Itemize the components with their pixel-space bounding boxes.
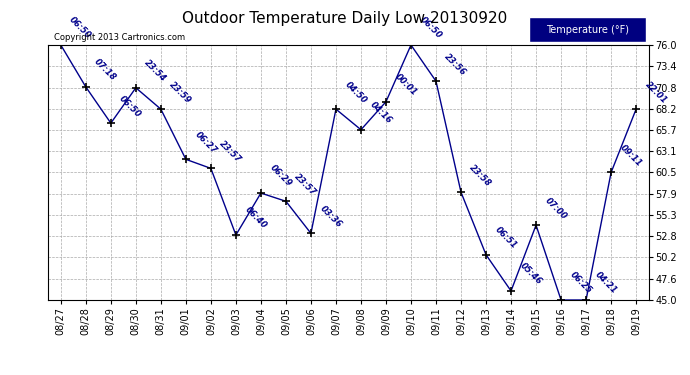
- Text: 23:57: 23:57: [218, 139, 243, 164]
- Text: 05:46: 05:46: [518, 261, 543, 287]
- Text: Copyright 2013 Cartronics.com: Copyright 2013 Cartronics.com: [55, 33, 186, 42]
- Text: 09:11: 09:11: [618, 143, 643, 168]
- Text: 23:59: 23:59: [168, 80, 193, 105]
- Text: 22:01: 22:01: [643, 80, 669, 105]
- Text: 04:16: 04:16: [368, 100, 393, 126]
- Bar: [529, 17, 646, 42]
- Text: Temperature (°F): Temperature (°F): [546, 25, 629, 35]
- Text: 06:50: 06:50: [118, 94, 143, 119]
- Text: 06:51: 06:51: [493, 225, 518, 251]
- Text: 07:18: 07:18: [92, 57, 118, 83]
- Text: 23:57: 23:57: [293, 172, 318, 197]
- Text: 23:54: 23:54: [143, 58, 168, 84]
- Text: 03:36: 03:36: [318, 204, 343, 229]
- Text: 06:27: 06:27: [193, 130, 218, 155]
- Text: 06:25: 06:25: [568, 270, 593, 296]
- Text: 04:50: 04:50: [343, 80, 368, 105]
- Text: 06:50: 06:50: [68, 15, 93, 41]
- Text: 06:29: 06:29: [268, 164, 293, 189]
- Text: 06:40: 06:40: [243, 206, 268, 231]
- Text: 04:21: 04:21: [593, 270, 618, 296]
- Text: 00:01: 00:01: [393, 72, 418, 98]
- Text: 06:50: 06:50: [418, 15, 443, 41]
- Text: Outdoor Temperature Daily Low 20130920: Outdoor Temperature Daily Low 20130920: [182, 11, 508, 26]
- Text: 23:58: 23:58: [468, 163, 493, 188]
- Text: 23:56: 23:56: [443, 52, 469, 77]
- Text: 07:00: 07:00: [543, 196, 569, 221]
